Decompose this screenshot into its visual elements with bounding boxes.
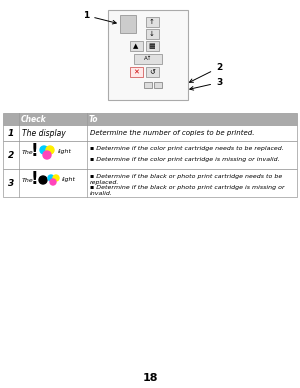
- Text: !: !: [30, 142, 38, 160]
- Text: light: light: [62, 177, 76, 182]
- Text: 2: 2: [190, 63, 222, 82]
- Text: ▦: ▦: [149, 43, 155, 49]
- Text: To: To: [89, 114, 98, 123]
- Text: ▪ Determine if the color print cartridge needs to be replaced.: ▪ Determine if the color print cartridge…: [90, 146, 284, 151]
- Circle shape: [48, 175, 54, 181]
- Text: ✕: ✕: [133, 69, 139, 75]
- Circle shape: [53, 175, 59, 181]
- Text: ↑: ↑: [149, 19, 155, 25]
- Circle shape: [50, 179, 56, 185]
- Text: 1: 1: [83, 11, 116, 24]
- Text: ▲: ▲: [133, 43, 139, 49]
- Text: 2: 2: [8, 151, 14, 159]
- Text: ↓: ↓: [149, 31, 155, 37]
- Circle shape: [39, 176, 47, 184]
- Text: !: !: [30, 170, 38, 188]
- Bar: [146, 17, 158, 27]
- Bar: [3, 113, 297, 125]
- Bar: [154, 82, 162, 88]
- Bar: [130, 41, 142, 51]
- Bar: [130, 67, 142, 77]
- Circle shape: [40, 146, 48, 154]
- Text: 18: 18: [142, 373, 158, 383]
- Text: The: The: [22, 177, 34, 182]
- Bar: [144, 82, 152, 88]
- Text: 3: 3: [8, 178, 14, 187]
- Text: Determine the number of copies to be printed.: Determine the number of copies to be pri…: [90, 130, 254, 136]
- Bar: [146, 41, 158, 51]
- Text: light: light: [58, 149, 72, 154]
- Bar: [146, 67, 158, 77]
- Text: 3: 3: [190, 78, 222, 90]
- Bar: [3, 169, 297, 197]
- Text: ▪ Determine if the color print cartridge is missing or invalid.: ▪ Determine if the color print cartridge…: [90, 157, 280, 162]
- Text: ▪ Determine if the black or photo print cartridge needs to be replaced.: ▪ Determine if the black or photo print …: [90, 174, 282, 185]
- Bar: [134, 54, 162, 64]
- Bar: [108, 10, 188, 100]
- Text: The display: The display: [22, 128, 66, 137]
- Text: Check: Check: [21, 114, 47, 123]
- Circle shape: [43, 151, 51, 159]
- Bar: [146, 29, 158, 39]
- Text: ↺: ↺: [149, 69, 155, 75]
- Circle shape: [46, 146, 54, 154]
- Bar: [3, 141, 297, 169]
- Text: A↑: A↑: [144, 57, 152, 62]
- Text: 1: 1: [8, 128, 14, 137]
- Bar: [3, 125, 297, 141]
- Bar: [120, 15, 136, 33]
- Text: ▪ Determine if the black or photo print cartridge is missing or invalid.: ▪ Determine if the black or photo print …: [90, 185, 285, 196]
- Text: The: The: [22, 149, 34, 154]
